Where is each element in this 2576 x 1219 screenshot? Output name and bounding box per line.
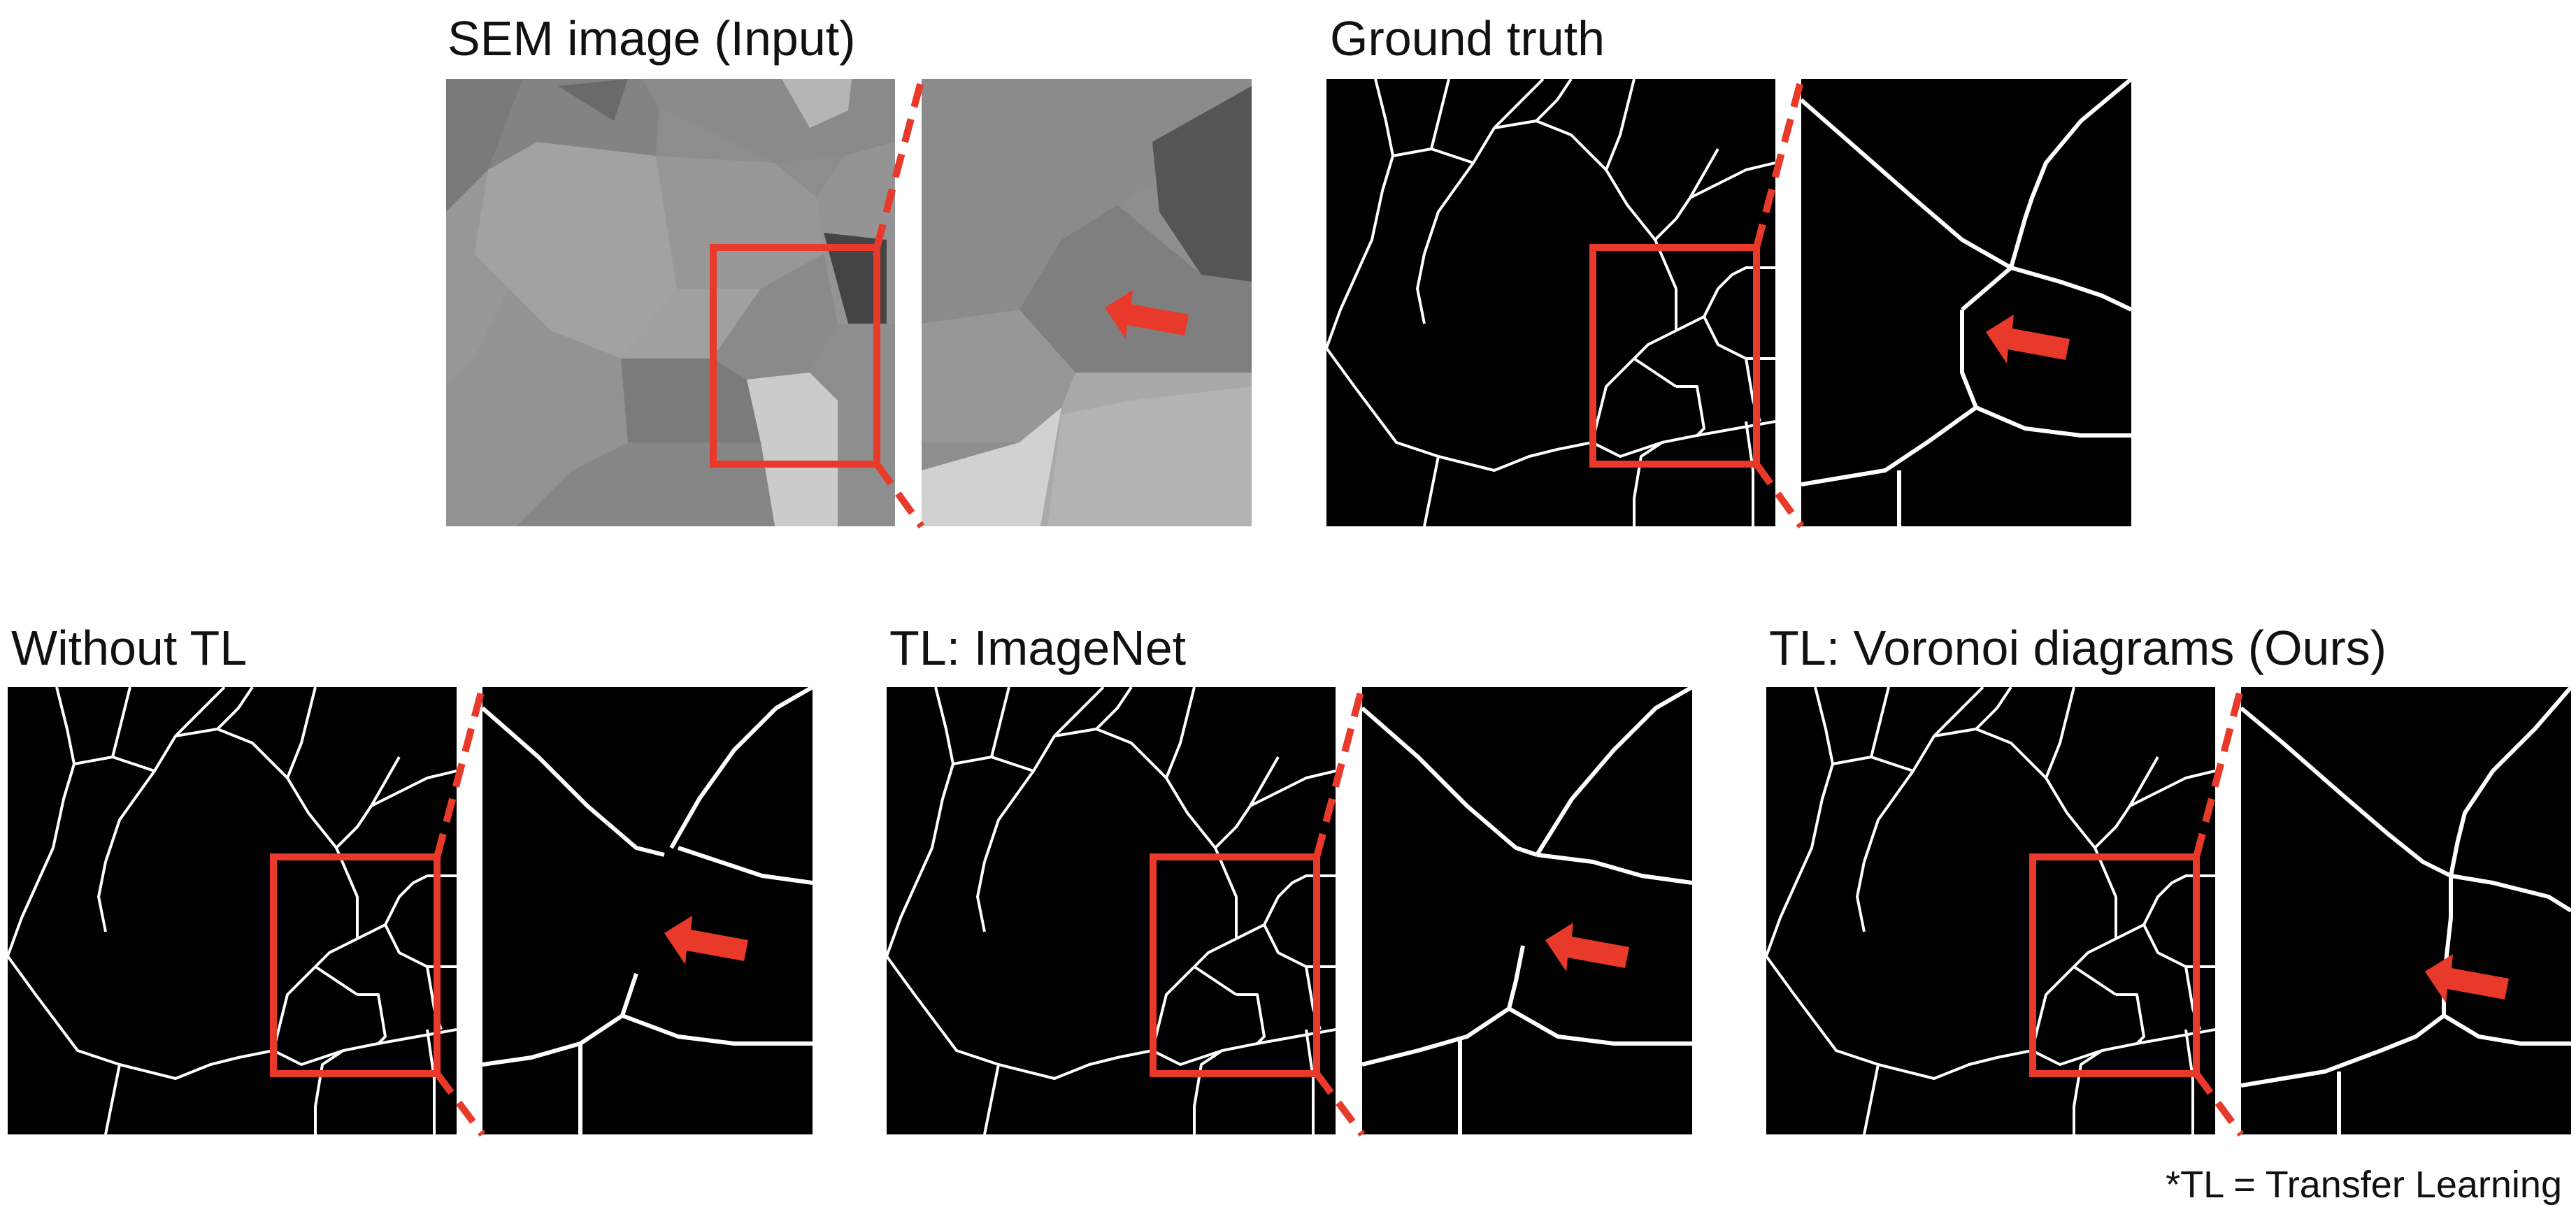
voronoi-zoom-image [2241, 687, 2571, 1134]
imagenet-image [887, 687, 1336, 1134]
footnote: *TL = Transfer Learning [2166, 1164, 2562, 1206]
imagenet-zoom-image [1362, 687, 1692, 1134]
without-tl-panel-title: Without TL [11, 621, 248, 675]
without-tl-image [8, 687, 457, 1134]
sem-image [446, 79, 895, 526]
ground-truth-zoom-image [1801, 79, 2131, 526]
without-tl-zoom-image [482, 687, 813, 1134]
ground-truth-image [1326, 79, 1775, 526]
voronoi-image [1766, 687, 2215, 1134]
sem-zoom-image [922, 79, 1252, 526]
gt-panel-title: Ground truth [1330, 11, 1605, 66]
imagenet-panel-title: TL: ImageNet [889, 621, 1187, 675]
sem-panel-title: SEM image (Input) [448, 11, 856, 66]
voronoi-panel-title: TL: Voronoi diagrams (Ours) [1769, 621, 2387, 675]
